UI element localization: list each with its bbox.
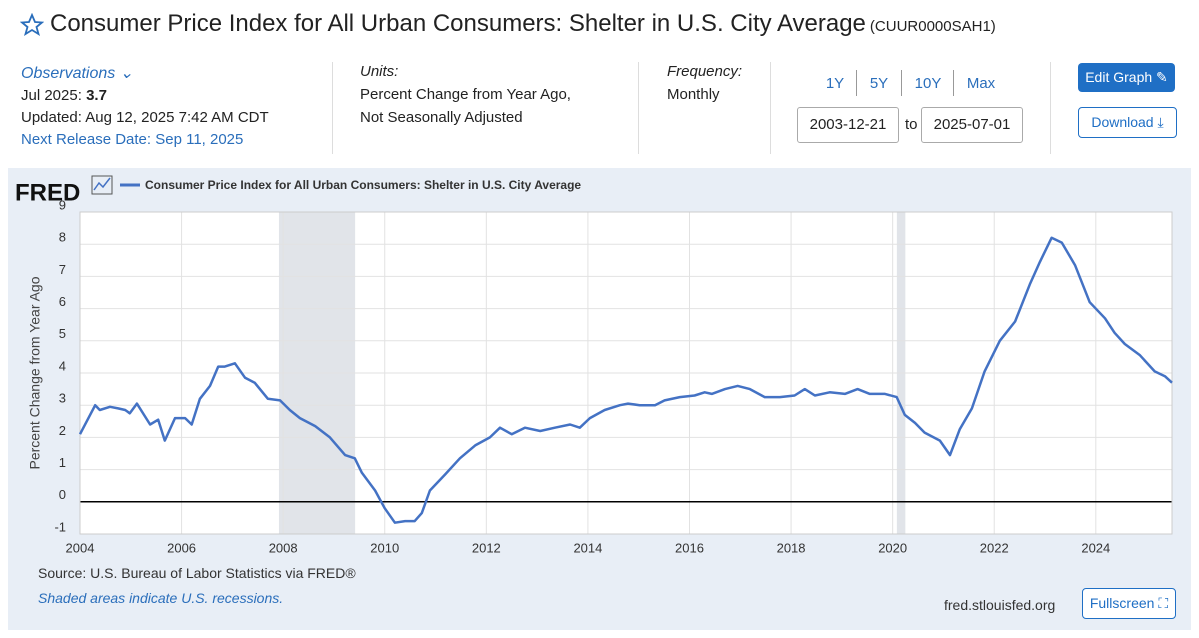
y-tick-label: 6 (59, 294, 66, 309)
x-tick-label: 2022 (980, 540, 1009, 555)
y-axis-label: Percent Change from Year Ago (27, 276, 43, 469)
range-to: to (905, 116, 918, 133)
x-tick-label: 2004 (66, 540, 95, 555)
y-tick-label: 1 (59, 455, 66, 470)
units-heading: Units: (360, 63, 399, 80)
x-tick-label: 2014 (573, 540, 602, 555)
obs-value: 3.7 (86, 87, 107, 104)
y-tick-label: 7 (59, 262, 66, 277)
x-tick-label: 2006 (167, 540, 196, 555)
x-tick-label: 2024 (1081, 540, 1110, 555)
title: Consumer Price Index for All Urban Consu… (50, 10, 996, 38)
separator (638, 62, 639, 154)
legend-label: Consumer Price Index for All Urban Consu… (145, 178, 581, 192)
observations-toggle[interactable]: Observations ⌄ (21, 65, 134, 82)
units-line: Percent Change from Year Ago, (360, 86, 571, 103)
frequency-heading: Frequency: (667, 63, 743, 80)
range-button[interactable]: 10Y (914, 75, 942, 92)
next-release[interactable]: Next Release Date: Sep 11, 2025 (21, 131, 244, 148)
y-tick-label: 3 (59, 391, 66, 406)
latest-observation: Jul 2025: 3.7 (21, 87, 107, 104)
separator (332, 62, 333, 154)
fullscreen-button[interactable]: Fullscreen ⛶ (1082, 588, 1176, 619)
separator (856, 70, 857, 96)
download-button[interactable]: Download ⤓ (1078, 107, 1177, 138)
separator (770, 62, 771, 154)
updated: Updated: Aug 12, 2025 7:42 AM CDT (21, 109, 269, 126)
range-button[interactable]: Max (966, 75, 996, 92)
separator (901, 70, 902, 96)
favorite-star[interactable] (20, 13, 44, 37)
separator (953, 70, 954, 96)
separator (1050, 62, 1051, 154)
end-date[interactable]: 2025-07-01 (921, 107, 1023, 143)
range-button[interactable]: 5Y (869, 75, 889, 92)
edit-graph-button[interactable]: Edit Graph ✎ (1078, 63, 1175, 92)
obs-label: Jul 2025: (21, 87, 82, 104)
edit-label: Edit Graph (1085, 69, 1153, 85)
y-tick-label: 8 (59, 230, 66, 245)
logo-icon (91, 175, 113, 195)
y-tick-label: 4 (59, 358, 66, 373)
observations-heading: Observations (21, 65, 116, 82)
source: Source: U.S. Bureau of Labor Statistics … (38, 565, 356, 581)
range-button[interactable]: 1Y (825, 75, 845, 92)
download-label: Download (1091, 114, 1154, 130)
plot: -1 0 1 2 3 4 5 6 7 8 9 2004 2006 2008 2010 2012 2014 2016… (54, 197, 1173, 555)
recession-note: Shaded areas indicate U.S. recessions. (38, 590, 283, 606)
fullscreen-label: Fullscreen (1089, 595, 1155, 611)
x-tick-label: 2020 (878, 540, 907, 555)
x-tick-label: 2016 (675, 540, 704, 555)
x-tick-label: 2012 (472, 540, 501, 555)
x-tick-label: 2010 (370, 540, 399, 555)
plot-border (79, 211, 1173, 535)
fred-logo: FRED (15, 179, 80, 206)
y-tick-label: -1 (54, 519, 66, 534)
title-text: Consumer Price Index for All Urban Consu… (50, 10, 866, 37)
frequency-value: Monthly (667, 86, 720, 103)
x-tick-label: 2008 (269, 540, 298, 555)
y-tick-label: 2 (59, 423, 66, 438)
series-id: (CUUR0000SAH1) (869, 18, 996, 35)
y-tick-label: 0 (59, 487, 66, 502)
y-tick-label: 9 (59, 197, 66, 212)
start-date[interactable]: 2003-12-21 (797, 107, 899, 143)
x-tick-label: 2018 (777, 540, 806, 555)
series-line (78, 236, 1173, 524)
y-tick-label: 5 (59, 326, 66, 341)
site-url: fred.stlouisfed.org (944, 597, 1055, 613)
units-line: Not Seasonally Adjusted (360, 109, 523, 126)
